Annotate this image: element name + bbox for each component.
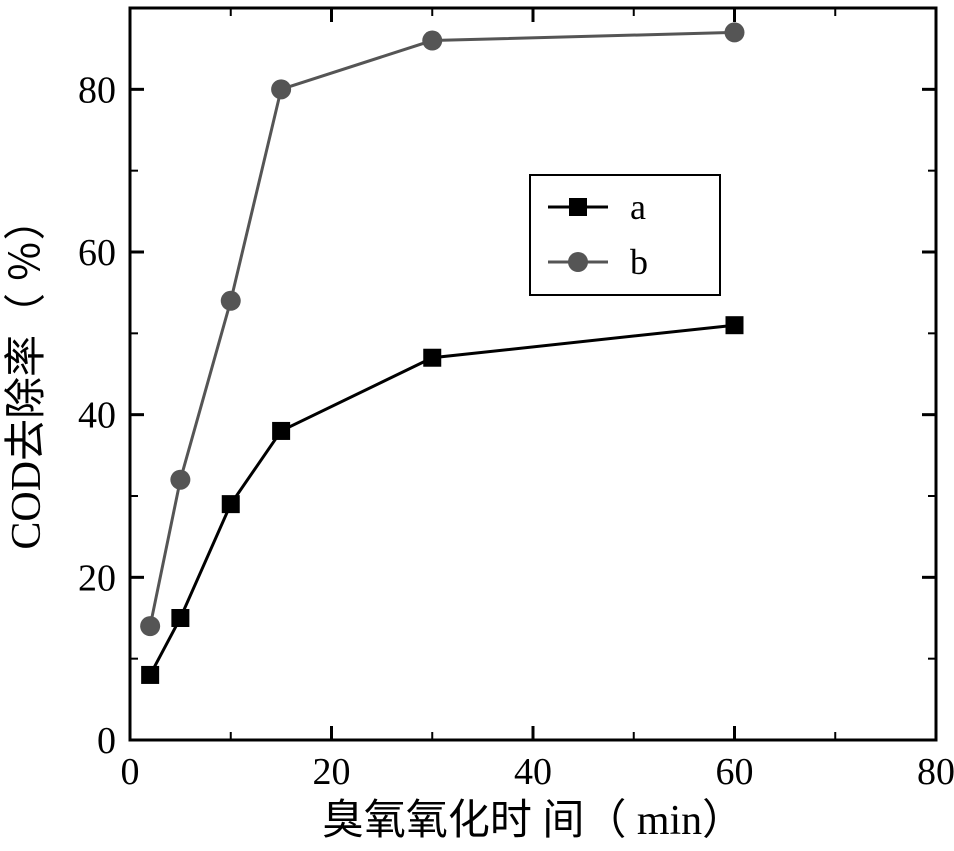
- y-tick-label: 40: [78, 395, 116, 437]
- marker-circle: [422, 31, 442, 51]
- chart-container: 0 20 40 60 80 0 20 40 60 80 臭氧氧化时 间（ min） COD去除率（ ％…: [0, 0, 954, 851]
- marker-circle: [725, 22, 745, 42]
- x-tick-label: 20: [313, 751, 351, 793]
- chart-svg: 0 20 40 60 80 0 20 40 60 80 臭氧氧化时 间（ min） COD去除率（ ％…: [0, 0, 954, 851]
- legend-marker-square: [569, 198, 587, 216]
- x-axis-label: 臭氧氧化时 间（ min）: [322, 798, 744, 844]
- marker-circle: [271, 79, 291, 99]
- y-tick-label: 0: [97, 720, 116, 762]
- marker-square: [222, 495, 240, 513]
- series-line-b: [150, 32, 734, 626]
- y-tick-label: 80: [78, 69, 116, 111]
- marker-circle: [140, 616, 160, 636]
- y-tick-label: 20: [78, 557, 116, 599]
- y-tick-label: 60: [78, 232, 116, 274]
- x-tick-label: 60: [716, 751, 754, 793]
- marker-square: [726, 316, 744, 334]
- legend-box: [530, 175, 720, 295]
- marker-square: [141, 666, 159, 684]
- x-tick-label: 80: [917, 751, 954, 793]
- marker-circle: [221, 291, 241, 311]
- x-tick-label: 0: [121, 751, 140, 793]
- marker-square: [171, 609, 189, 627]
- plot-border: [130, 8, 936, 740]
- x-tick-label: 40: [514, 751, 552, 793]
- marker-circle: [170, 470, 190, 490]
- y-axis-label: COD去除率（ ％）: [3, 198, 50, 549]
- legend-label: a: [630, 187, 646, 227]
- marker-square: [272, 422, 290, 440]
- legend-label: b: [630, 242, 648, 282]
- marker-square: [423, 349, 441, 367]
- legend-marker-circle: [568, 252, 588, 272]
